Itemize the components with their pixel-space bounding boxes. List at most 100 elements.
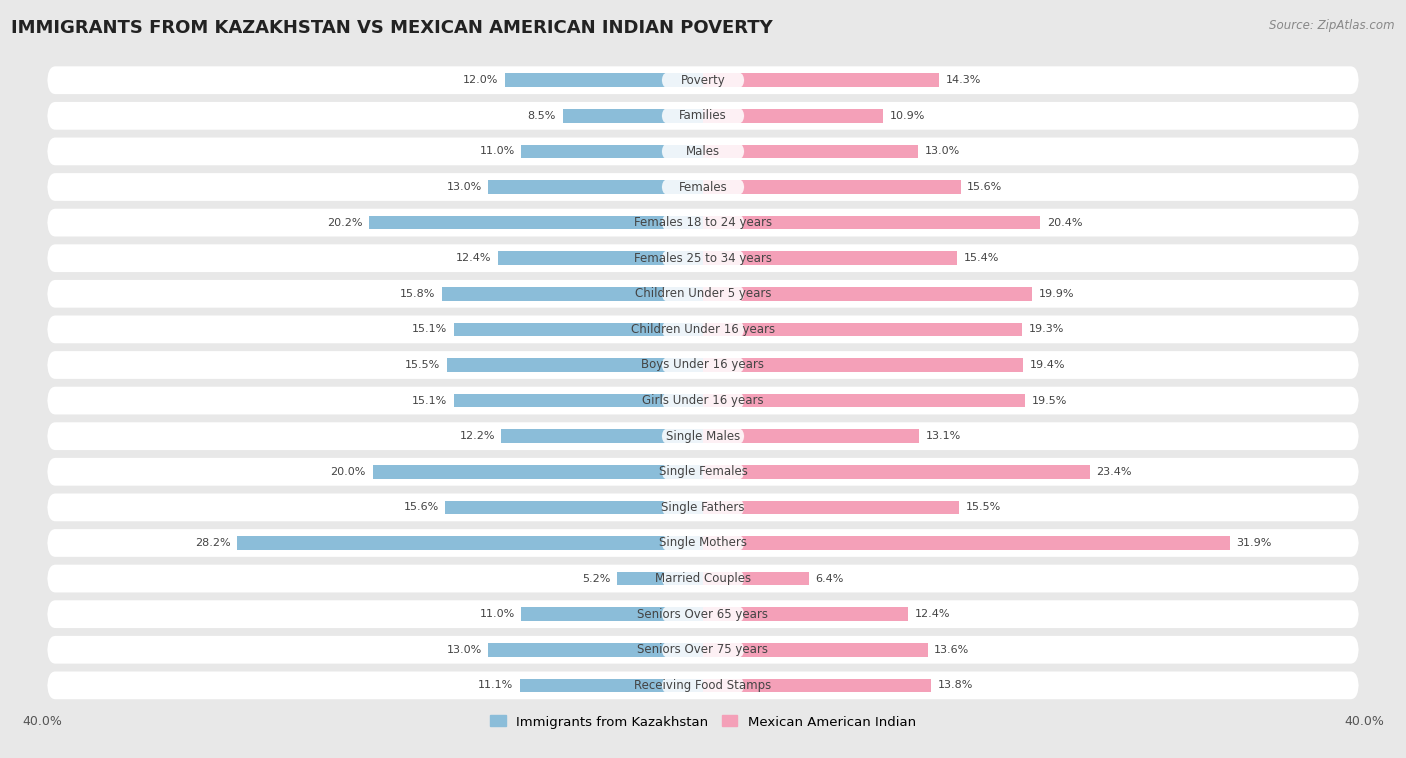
- Bar: [703, 678, 931, 692]
- Bar: [505, 74, 703, 87]
- FancyBboxPatch shape: [48, 67, 1358, 94]
- Text: 13.1%: 13.1%: [927, 431, 962, 441]
- FancyBboxPatch shape: [48, 600, 1358, 628]
- FancyBboxPatch shape: [662, 251, 744, 265]
- Text: 20.4%: 20.4%: [1046, 218, 1083, 227]
- FancyBboxPatch shape: [662, 536, 744, 550]
- FancyBboxPatch shape: [48, 422, 1358, 450]
- Text: 12.4%: 12.4%: [914, 609, 950, 619]
- Bar: [703, 287, 1032, 301]
- Text: 15.1%: 15.1%: [412, 324, 447, 334]
- Text: Females 18 to 24 years: Females 18 to 24 years: [634, 216, 772, 229]
- Text: Receiving Food Stamps: Receiving Food Stamps: [634, 679, 772, 692]
- Bar: [703, 180, 960, 194]
- Text: 13.0%: 13.0%: [446, 182, 482, 192]
- Bar: [703, 643, 928, 656]
- FancyBboxPatch shape: [662, 465, 744, 479]
- Bar: [441, 287, 703, 301]
- Text: 19.3%: 19.3%: [1028, 324, 1064, 334]
- Bar: [454, 394, 703, 407]
- Bar: [703, 430, 920, 443]
- Bar: [488, 180, 703, 194]
- Bar: [522, 607, 703, 621]
- Text: 13.6%: 13.6%: [934, 645, 970, 655]
- Text: Families: Families: [679, 109, 727, 122]
- FancyBboxPatch shape: [48, 493, 1358, 522]
- Bar: [238, 536, 703, 550]
- Text: 12.4%: 12.4%: [456, 253, 492, 263]
- Text: 8.5%: 8.5%: [527, 111, 555, 121]
- Bar: [703, 572, 808, 585]
- Text: 14.3%: 14.3%: [946, 75, 981, 85]
- FancyBboxPatch shape: [48, 351, 1358, 379]
- Text: 13.0%: 13.0%: [446, 645, 482, 655]
- Bar: [488, 643, 703, 656]
- Bar: [370, 216, 703, 230]
- Text: Females: Females: [679, 180, 727, 193]
- Text: 15.5%: 15.5%: [405, 360, 440, 370]
- Bar: [562, 109, 703, 123]
- FancyBboxPatch shape: [48, 173, 1358, 201]
- Text: 19.5%: 19.5%: [1032, 396, 1067, 406]
- Text: Single Mothers: Single Mothers: [659, 537, 747, 550]
- Text: Single Females: Single Females: [658, 465, 748, 478]
- FancyBboxPatch shape: [662, 678, 744, 693]
- Text: 20.0%: 20.0%: [330, 467, 366, 477]
- FancyBboxPatch shape: [48, 315, 1358, 343]
- Text: 20.2%: 20.2%: [328, 218, 363, 227]
- Text: 10.9%: 10.9%: [890, 111, 925, 121]
- FancyBboxPatch shape: [662, 606, 744, 622]
- Legend: Immigrants from Kazakhstan, Mexican American Indian: Immigrants from Kazakhstan, Mexican Amer…: [485, 710, 921, 734]
- Text: 15.8%: 15.8%: [399, 289, 436, 299]
- Text: Seniors Over 65 years: Seniors Over 65 years: [637, 608, 769, 621]
- FancyBboxPatch shape: [48, 208, 1358, 236]
- Text: Children Under 5 years: Children Under 5 years: [634, 287, 772, 300]
- Bar: [703, 252, 957, 265]
- Bar: [703, 394, 1025, 407]
- Text: Females 25 to 34 years: Females 25 to 34 years: [634, 252, 772, 265]
- Bar: [703, 109, 883, 123]
- Text: 11.0%: 11.0%: [479, 146, 515, 156]
- FancyBboxPatch shape: [48, 244, 1358, 272]
- FancyBboxPatch shape: [48, 102, 1358, 130]
- Bar: [703, 74, 939, 87]
- Bar: [703, 465, 1090, 478]
- Text: Source: ZipAtlas.com: Source: ZipAtlas.com: [1270, 19, 1395, 32]
- Text: Males: Males: [686, 145, 720, 158]
- Text: 12.0%: 12.0%: [463, 75, 498, 85]
- FancyBboxPatch shape: [662, 500, 744, 515]
- FancyBboxPatch shape: [48, 458, 1358, 486]
- FancyBboxPatch shape: [662, 215, 744, 230]
- Text: 28.2%: 28.2%: [195, 538, 231, 548]
- Text: 15.1%: 15.1%: [412, 396, 447, 406]
- Bar: [703, 536, 1230, 550]
- Text: Seniors Over 75 years: Seniors Over 75 years: [637, 644, 769, 656]
- FancyBboxPatch shape: [662, 322, 744, 337]
- Text: 12.2%: 12.2%: [460, 431, 495, 441]
- Bar: [520, 678, 703, 692]
- Text: 15.6%: 15.6%: [967, 182, 1002, 192]
- Text: 11.0%: 11.0%: [479, 609, 515, 619]
- FancyBboxPatch shape: [662, 642, 744, 657]
- Text: Boys Under 16 years: Boys Under 16 years: [641, 359, 765, 371]
- Text: 31.9%: 31.9%: [1237, 538, 1272, 548]
- Text: 19.9%: 19.9%: [1039, 289, 1074, 299]
- FancyBboxPatch shape: [662, 287, 744, 301]
- Text: 23.4%: 23.4%: [1097, 467, 1132, 477]
- FancyBboxPatch shape: [48, 387, 1358, 415]
- Text: 15.5%: 15.5%: [966, 503, 1001, 512]
- Bar: [703, 500, 959, 514]
- Text: Single Males: Single Males: [666, 430, 740, 443]
- Bar: [703, 145, 918, 158]
- Text: 13.8%: 13.8%: [938, 681, 973, 691]
- Text: 13.0%: 13.0%: [924, 146, 960, 156]
- Text: Single Fathers: Single Fathers: [661, 501, 745, 514]
- FancyBboxPatch shape: [662, 108, 744, 124]
- FancyBboxPatch shape: [662, 144, 744, 159]
- Text: IMMIGRANTS FROM KAZAKHSTAN VS MEXICAN AMERICAN INDIAN POVERTY: IMMIGRANTS FROM KAZAKHSTAN VS MEXICAN AM…: [11, 19, 773, 37]
- Bar: [373, 465, 703, 478]
- FancyBboxPatch shape: [48, 672, 1358, 699]
- Text: 5.2%: 5.2%: [582, 574, 610, 584]
- Bar: [446, 500, 703, 514]
- Text: Children Under 16 years: Children Under 16 years: [631, 323, 775, 336]
